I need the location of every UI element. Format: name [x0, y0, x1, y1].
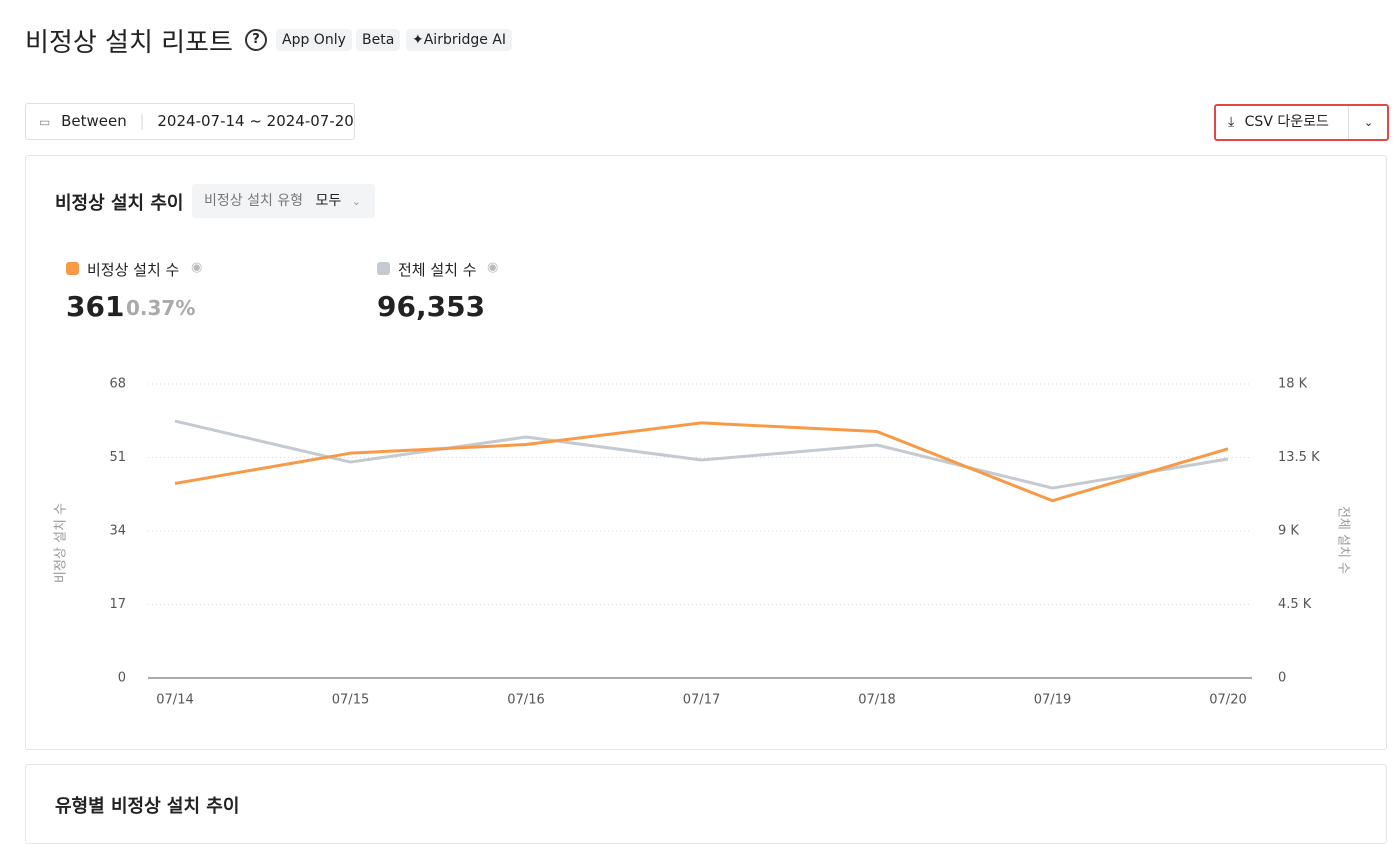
- filter-label: Between: [61, 112, 127, 130]
- legend-swatch: [377, 262, 390, 275]
- series-line: [174, 419, 1229, 490]
- help-icon[interactable]: ?: [245, 29, 267, 51]
- badge: Beta: [356, 29, 401, 51]
- card-title: 비정상 설치 추이: [55, 193, 184, 214]
- page-title: 비정상 설치 리포트: [25, 28, 233, 58]
- y-tick-label: 17: [109, 597, 126, 612]
- metric-value: 96,353: [377, 290, 486, 323]
- x-tick-label: 07/20: [1209, 693, 1246, 708]
- filter-value: 모두: [315, 193, 342, 209]
- badge: App Only: [276, 29, 352, 51]
- x-tick-label: 07/19: [1034, 693, 1071, 708]
- dropdown-icon: ⌄: [351, 195, 361, 208]
- dropdown-icon[interactable]: ⌄: [1364, 116, 1374, 129]
- y-axis-label: 비정상 설치 수: [54, 503, 69, 583]
- y-tick-label: 0: [118, 671, 126, 686]
- y-tick-label: 51: [109, 450, 126, 465]
- divider: |: [139, 112, 145, 130]
- x-tick-label: 07/17: [683, 693, 720, 708]
- x-tick-label: 07/18: [858, 693, 895, 708]
- eye-icon[interactable]: ◉: [191, 260, 203, 275]
- divider: [1348, 106, 1349, 139]
- chart: 0 17 34 51 68 0 4.5 K 9 K 13.5 K 18 K 비정상 설치 수 전체 설…: [54, 377, 1351, 708]
- x-tick-label: 07/16: [507, 693, 544, 708]
- badge: ✦Airbridge AI: [406, 29, 513, 51]
- series-line: [174, 421, 1229, 503]
- y2-axis-label: 전체 설치 수: [1336, 506, 1351, 574]
- legend-label: 비정상 설치 수: [87, 261, 180, 279]
- chart-card: [25, 155, 1387, 750]
- date-filter[interactable]: ▭ Between | 2024-07-14 ~ 2024-07-20: [25, 103, 355, 140]
- metric-ratio: 0.37%: [126, 296, 196, 320]
- calendar-icon: ▭: [39, 115, 51, 129]
- eye-icon[interactable]: ◉: [487, 260, 499, 275]
- y-tick-label: 68: [109, 377, 126, 392]
- download-icon: ⤓: [1228, 114, 1235, 130]
- filter-label: 비정상 설치 유형: [204, 193, 304, 209]
- x-tick-label: 07/14: [156, 693, 193, 708]
- date-range: 2024-07-14 ~ 2024-07-20: [157, 112, 354, 130]
- metric-value: 361: [66, 290, 125, 323]
- y2-tick-label: 0: [1278, 671, 1286, 686]
- x-tick-label: 07/15: [332, 693, 369, 708]
- type-filter[interactable]: 비정상 설치 유형 모두 ⌄: [192, 184, 375, 218]
- y2-tick-label: 4.5 K: [1278, 597, 1312, 612]
- csv-download-button[interactable]: ⤓ CSV 다운로드 ⌄: [1214, 104, 1389, 141]
- legend-label: 전체 설치 수: [398, 261, 477, 279]
- button-label: CSV 다운로드: [1244, 114, 1329, 130]
- badge-text: Airbridge AI: [423, 32, 507, 48]
- y2-tick-label: 9 K: [1278, 524, 1299, 539]
- y2-tick-label: 13.5 K: [1278, 450, 1320, 465]
- legend-swatch: [66, 262, 79, 275]
- y2-tick-label: 18 K: [1278, 377, 1308, 392]
- page: 비정상 설치 리포트 ? App Only Beta ✦Airbridge AI…: [25, 28, 1389, 844]
- y-tick-label: 34: [109, 524, 126, 539]
